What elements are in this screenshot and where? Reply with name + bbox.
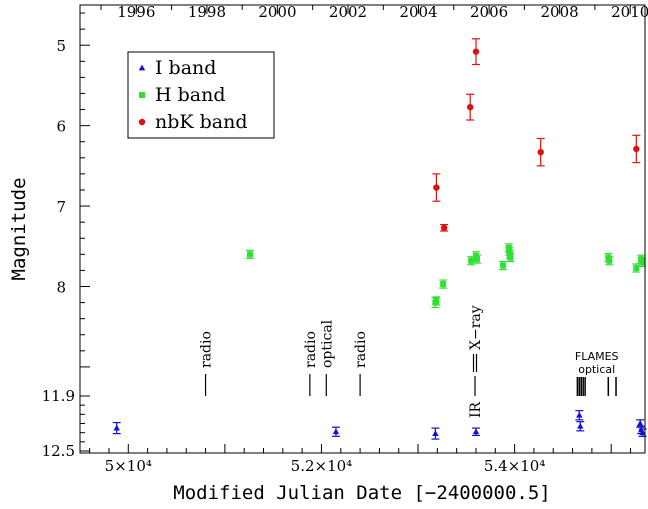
top-tick-label: 2006 [470, 3, 508, 21]
left-tick-label: 6 [56, 118, 66, 136]
bottom-tick-label: 5×10⁴ [105, 457, 152, 475]
top-tick-label: 1996 [117, 3, 155, 21]
nbk-band-point [537, 148, 544, 156]
i-band-point [577, 422, 584, 429]
i-band-point [113, 424, 120, 431]
legend-label-h-band: H band [155, 84, 226, 106]
h-band-point [507, 254, 514, 261]
annotation-flames-label: FLAMES [575, 350, 619, 363]
y-axis-title: Magnitude [8, 178, 30, 281]
h-band-point [638, 256, 645, 263]
top-axis: 1996 1998 2000 2002 2004 2006 2008 2010 [100, 3, 648, 21]
h-band-point [605, 254, 612, 261]
annotations: radio radio optical radio X−rayIRFLAMESoptic… [199, 305, 619, 418]
data-markers [112, 38, 647, 440]
bottom-tick-label: 5.2×10⁴ [291, 457, 353, 475]
h-band-point [433, 297, 440, 304]
legend: I band H band nbK band [127, 51, 275, 139]
h-band-point [472, 252, 479, 259]
top-tick-label: 1998 [188, 3, 226, 21]
left-tick-label: 8 [56, 278, 66, 296]
top-tick-label: 2010 [611, 3, 648, 21]
legend-box [127, 51, 275, 139]
nbk-band-point [440, 224, 448, 231]
i-band-point [332, 428, 340, 435]
top-tick-label: 2000 [258, 3, 296, 21]
annotation-optical-label: optical [319, 319, 335, 368]
h-band-point [246, 251, 253, 258]
top-tick-label: 2004 [399, 3, 437, 21]
legend-markers [138, 64, 146, 126]
left-tick-label: 12.5 [42, 442, 75, 460]
top-tick-label: 2002 [329, 3, 367, 21]
left-tick-label: 5 [56, 37, 66, 55]
x-axis-title: Modified Julian Date [−2400000.5] [173, 482, 551, 504]
i-band-point [432, 430, 439, 436]
h-band-point [639, 259, 646, 266]
bottom-axis: 5×10⁴ 5.2×10⁴ 5.4×10⁴ [89, 444, 632, 475]
left-tick-label: 7 [56, 198, 66, 216]
legend-label-i-band: I band [155, 57, 216, 79]
legend-marker-i-band [138, 64, 146, 71]
plot-frame [79, 4, 646, 454]
nbk-band-point [433, 184, 440, 191]
left-axis: 5 6 7 8 11.9 12.5 [42, 12, 90, 460]
annotation-radio-label: radio [353, 331, 369, 368]
h-band-point [473, 256, 480, 263]
i-band-point [639, 429, 646, 436]
annotation-radio-label: radio [199, 331, 215, 368]
left-tick-label: 11.9 [42, 387, 75, 405]
i-band-point [636, 420, 644, 426]
nbk-band-point [466, 103, 474, 111]
h-band-point [500, 262, 507, 269]
legend-marker-h-band [139, 92, 145, 98]
bottom-tick-label: 5.4×10⁴ [484, 457, 546, 475]
h-band-point [440, 281, 447, 288]
annotation-radio-label: radio [303, 331, 319, 368]
h-band-point [606, 257, 613, 264]
h-band-point [468, 257, 475, 264]
nbk-band-point [472, 48, 480, 55]
legend-marker-nbk-band [138, 118, 146, 126]
i-band-point [576, 411, 583, 418]
annotation-flames-optical-label: optical [578, 363, 615, 376]
top-tick-label: 2008 [541, 3, 579, 21]
annotation-xray-label: X−ray [468, 305, 484, 350]
h-band-point [633, 264, 640, 271]
legend-label-nbk-band: nbK band [155, 111, 248, 133]
i-band-point [472, 428, 480, 435]
nbk-band-point [633, 145, 640, 153]
annotation-ir-label: IR [468, 401, 484, 418]
